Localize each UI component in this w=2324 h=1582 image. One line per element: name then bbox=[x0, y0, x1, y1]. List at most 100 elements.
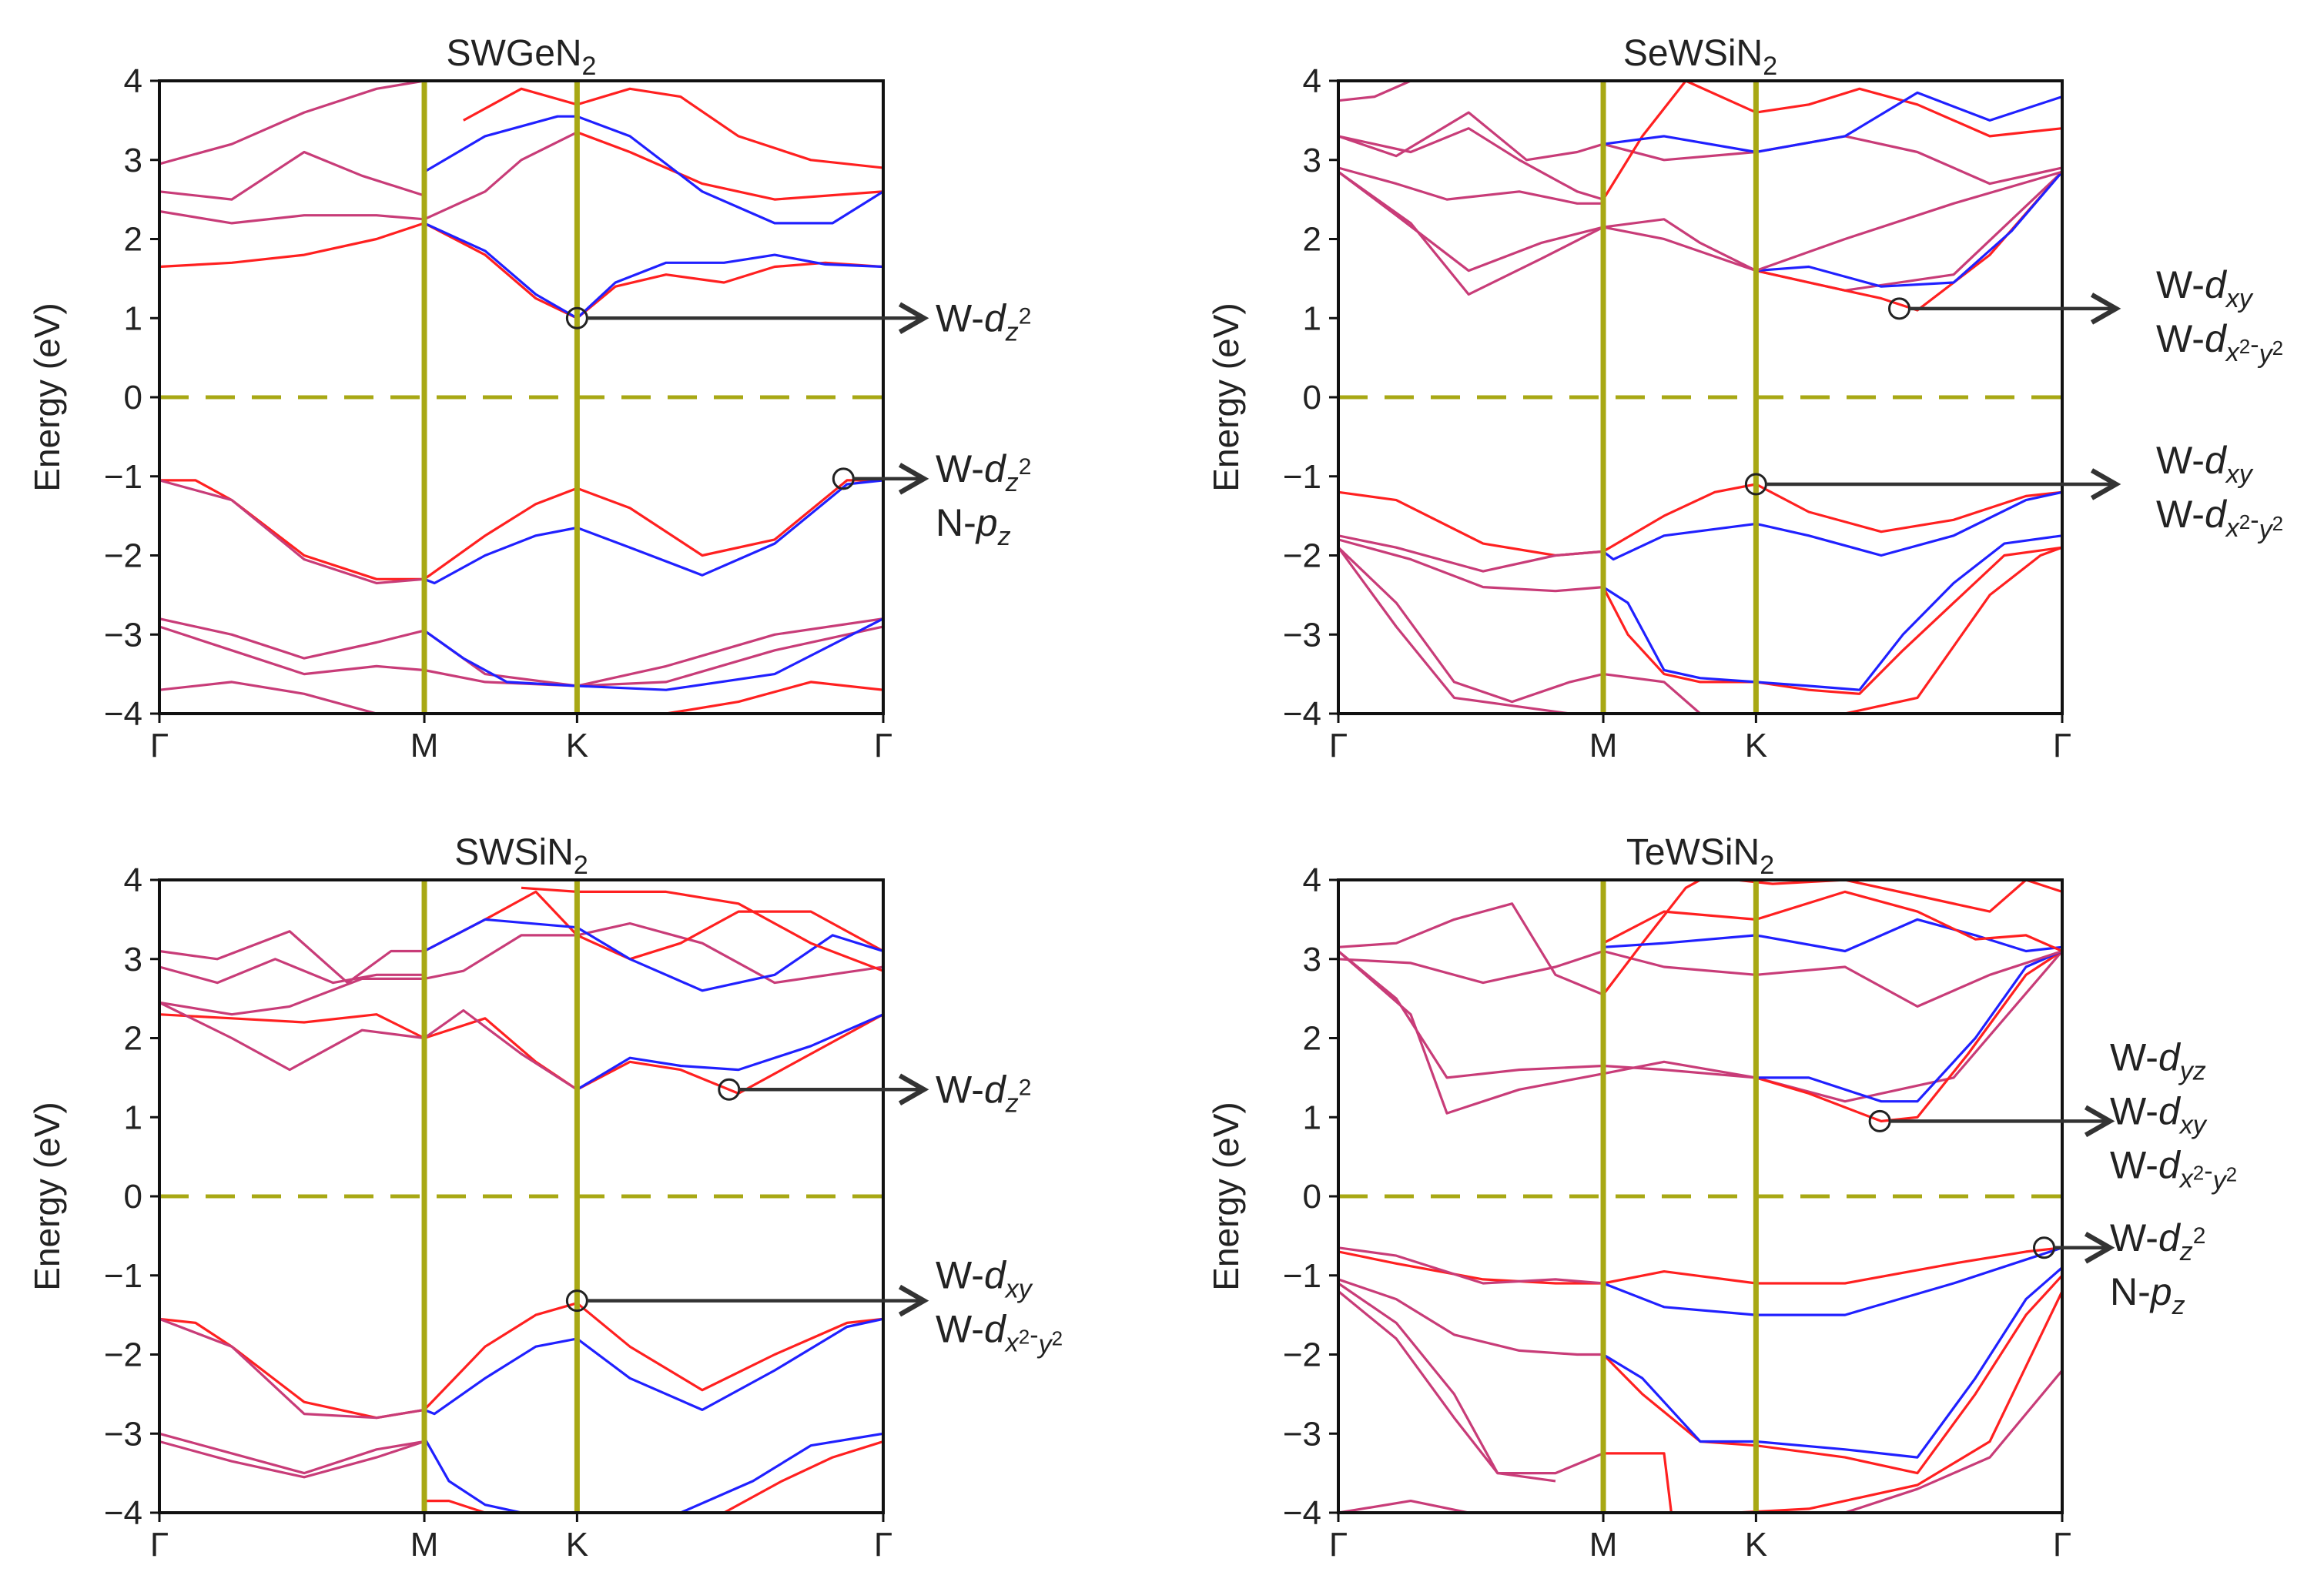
y-tick-label: 2 bbox=[1303, 1020, 1321, 1058]
band-line-band-c1-blue bbox=[424, 222, 883, 319]
band-line-band-c1 bbox=[1338, 170, 2062, 292]
orbital-label: N-pz bbox=[2110, 1270, 2185, 1320]
x-tick-label: Γ bbox=[1329, 727, 1348, 764]
band-line-band-v1-blue bbox=[424, 1317, 883, 1416]
band-line-band-v7-red bbox=[424, 1500, 486, 1513]
y-axis-label: Energy (eV) bbox=[27, 303, 67, 491]
orbital-label: W-dyz bbox=[2110, 1035, 2206, 1085]
y-tick-label: −3 bbox=[104, 1415, 142, 1453]
band-line-band-c7 bbox=[1338, 81, 1411, 102]
panel-title: SeWSiN2 bbox=[1623, 33, 1777, 81]
y-tick-label: 1 bbox=[124, 1099, 142, 1136]
y-tick-label: −1 bbox=[1283, 458, 1321, 496]
panel-title: SWSiN2 bbox=[454, 832, 588, 880]
band-line-band-c7-red bbox=[1736, 880, 2062, 913]
orbital-label: W-dxy bbox=[936, 1254, 1033, 1304]
orbital-label: W-dx2-y2 bbox=[2110, 1143, 2237, 1195]
band-line-band-v5 bbox=[1338, 1282, 1604, 1475]
y-tick-label: 1 bbox=[1303, 1099, 1321, 1136]
band-line-band-v2 bbox=[1338, 1246, 1604, 1285]
y-tick-label: −3 bbox=[1283, 1415, 1321, 1453]
y-axis-label: Energy (eV) bbox=[1206, 303, 1246, 491]
band-line-band-c3-blue bbox=[424, 115, 883, 225]
band-line-band-v1-red bbox=[1338, 1246, 2062, 1285]
bands bbox=[1338, 81, 2062, 714]
band-line-band-c5-blue bbox=[1602, 918, 2062, 953]
y-tick-label: 3 bbox=[1303, 142, 1321, 179]
x-tick-label: Γ bbox=[150, 1526, 169, 1564]
y-tick-label: 2 bbox=[124, 1020, 142, 1058]
band-line-band-c6-red bbox=[463, 87, 883, 169]
orbital-label: W-dx2-y2 bbox=[936, 1308, 1063, 1360]
y-tick-label: −4 bbox=[104, 1494, 142, 1532]
band-line-band-v4-blue bbox=[1602, 534, 2062, 691]
band-line-band-v6-blue bbox=[680, 1432, 883, 1513]
band-line-band-v9 bbox=[1338, 1500, 1469, 1513]
band-line-band-v1-blue bbox=[1602, 1246, 2062, 1316]
band-line-band-c5 bbox=[1338, 127, 1604, 201]
band-line-band-c2 bbox=[1338, 170, 2062, 296]
band-line-band-v3 bbox=[159, 617, 883, 687]
y-tick-label: 0 bbox=[124, 1178, 142, 1216]
y-tick-label: 0 bbox=[124, 379, 142, 416]
x-tick-label: M bbox=[1589, 1526, 1618, 1564]
band-line-band-v3 bbox=[159, 1432, 425, 1475]
y-tick-label: 4 bbox=[124, 861, 142, 899]
band-line-band-c1-red bbox=[159, 222, 883, 319]
y-tick-label: −2 bbox=[104, 1336, 142, 1374]
band-line-band-v4-red bbox=[1602, 546, 2062, 695]
band-line-band-c1-red bbox=[1755, 950, 2062, 1122]
band-line-band-v5 bbox=[1338, 547, 1702, 714]
orbital-label: N-pz bbox=[936, 501, 1011, 551]
band-line-band-c3 bbox=[1338, 949, 2062, 1008]
band-line-band-v4 bbox=[159, 625, 883, 687]
panel-title: SWGeN2 bbox=[447, 33, 597, 81]
y-tick-label: 3 bbox=[124, 142, 142, 179]
band-line-band-v6 bbox=[1338, 547, 1571, 714]
band-line-band-v5-blue bbox=[423, 1437, 522, 1513]
band-line-band-c4 bbox=[1338, 111, 2062, 186]
x-tick-label: M bbox=[410, 727, 439, 764]
orbital-label: W-dxy bbox=[2156, 263, 2254, 313]
band-line-band-v4 bbox=[159, 1440, 425, 1479]
band-line-band-v6-red bbox=[723, 1440, 883, 1513]
band-line-band-v8 bbox=[1844, 1370, 2062, 1513]
y-axis-label: Energy (eV) bbox=[1206, 1102, 1246, 1290]
orbital-label: W-dx2-y2 bbox=[2156, 493, 2283, 544]
band-line-band-v1-red bbox=[1338, 483, 2062, 557]
y-tick-label: 4 bbox=[1303, 62, 1321, 100]
band-line-band-v3 bbox=[1338, 538, 1604, 593]
band-line-band-c6-blue bbox=[1602, 91, 2062, 154]
orbital-label: W-dz2 bbox=[936, 1068, 1031, 1118]
band-line-band-c2 bbox=[159, 1001, 578, 1091]
band-line-band-v7-red bbox=[665, 681, 883, 714]
band-line-band-c7-red bbox=[521, 886, 883, 972]
band-line-band-c5 bbox=[159, 81, 425, 166]
band-line-band-c4 bbox=[159, 150, 425, 201]
band-line-band-c3 bbox=[1338, 166, 1603, 205]
band-line-band-v4-red bbox=[1602, 1274, 2062, 1475]
y-tick-label: −2 bbox=[1283, 1336, 1321, 1374]
band-line-band-c3 bbox=[159, 921, 883, 1016]
band-line-band-c1-blue bbox=[1756, 171, 2062, 288]
band-line-band-c1-blue bbox=[1756, 950, 2062, 1103]
y-tick-label: 0 bbox=[1303, 379, 1321, 416]
band-line-band-c5-red bbox=[1602, 880, 1701, 995]
y-tick-label: −1 bbox=[104, 458, 142, 496]
x-tick-label: Γ bbox=[150, 727, 169, 764]
state-marker bbox=[1888, 297, 1910, 320]
band-line-band-c3-red bbox=[576, 131, 883, 201]
y-tick-label: −4 bbox=[1283, 695, 1321, 733]
band-line-band-v2 bbox=[159, 479, 425, 585]
x-tick-label: K bbox=[566, 727, 588, 764]
band-line-band-v1-red bbox=[159, 1302, 883, 1420]
y-tick-label: 2 bbox=[124, 221, 142, 259]
band-line-band-c6-red bbox=[1602, 890, 2062, 952]
x-tick-label: Γ bbox=[874, 1526, 892, 1564]
bands bbox=[159, 886, 883, 1513]
band-line-band-v6 bbox=[159, 681, 377, 714]
y-tick-label: 0 bbox=[1303, 1178, 1321, 1216]
